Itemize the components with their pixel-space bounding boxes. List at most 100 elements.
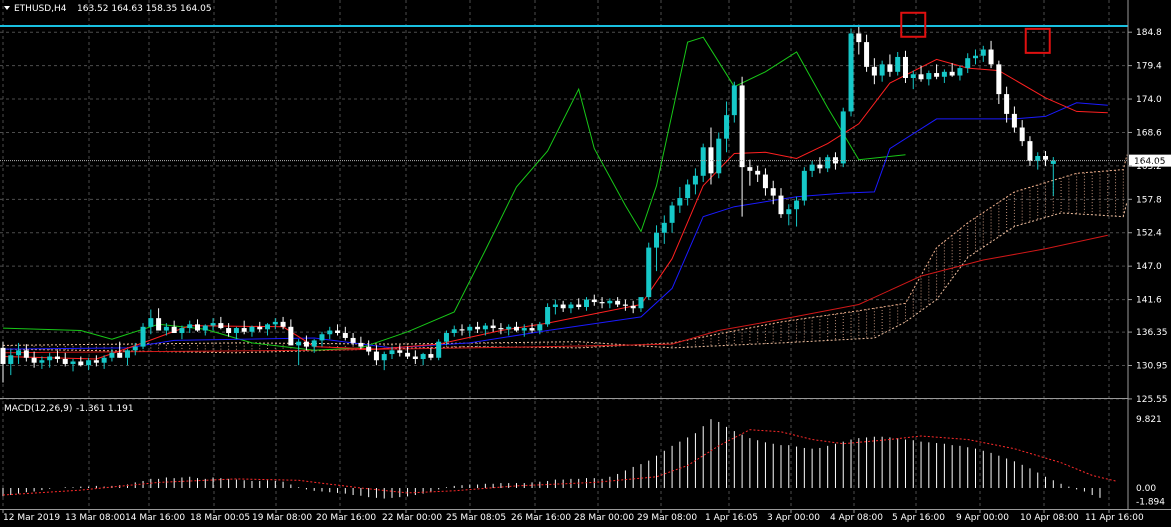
candle-body [576, 304, 582, 308]
candle-body [366, 346, 372, 352]
candle-body [918, 74, 924, 80]
candle-body [124, 350, 130, 358]
y-tick-label: 125.55 [1136, 395, 1168, 405]
candle-body [973, 55, 978, 59]
y-tick-label: 184.8 [1136, 28, 1162, 38]
chikou-span-line [2, 36, 906, 351]
candle-body [513, 326, 519, 331]
y-tick-label: 152.4 [1136, 229, 1162, 239]
x-tick-label: 12 Mar 2019 [3, 513, 60, 523]
candle-body [23, 350, 29, 358]
overlays: 164.05 [0, 11, 1171, 167]
candle-body [397, 350, 403, 353]
x-tick-label: 14 Mar 16:00 [125, 513, 185, 523]
candle-body [949, 71, 955, 76]
candle-body [739, 85, 745, 168]
candle-body [163, 326, 169, 331]
ohlc-values: 163.52 164.63 158.35 164.05 [77, 4, 212, 14]
x-tick-label: 19 Mar 08:00 [252, 513, 312, 523]
candle-body [78, 361, 84, 366]
signal-marker-box [1024, 27, 1051, 54]
candle-body [1011, 113, 1017, 128]
candle-body [459, 329, 465, 331]
candle-body [233, 328, 239, 334]
macd-axis-label: -1.894 [1136, 497, 1165, 507]
x-tick-label: 13 Mar 08:00 [65, 513, 125, 523]
candle-body [887, 64, 893, 72]
x-tick-label: 9 Apr 00:00 [956, 513, 1009, 523]
senkou-span-b-line [2, 201, 1128, 349]
candle-body [101, 357, 107, 363]
candle-body [825, 157, 831, 169]
dropdown-triangle-icon[interactable] [4, 6, 10, 10]
candle-body [638, 297, 644, 309]
candle-body [879, 64, 885, 76]
candle-body [755, 170, 761, 175]
candle-body [1027, 141, 1033, 161]
candle-body [148, 318, 154, 327]
kijun-sen-line [2, 102, 1108, 350]
y-tick-label: 179.4 [1136, 62, 1162, 72]
candle-body [475, 326, 481, 330]
candle-body [195, 324, 200, 331]
candle-body [187, 324, 193, 329]
candle-body [895, 56, 901, 72]
candle-body [218, 323, 224, 329]
candle-body [864, 42, 870, 67]
candle-body [584, 299, 589, 308]
candle-body [1004, 94, 1010, 114]
macd-signal-line [2, 429, 1116, 496]
symbol-title: ETHUSD,H4 [14, 4, 67, 14]
candle-body [871, 66, 877, 76]
candle-body [405, 352, 411, 357]
candle-body [724, 115, 730, 139]
candle-body [482, 325, 488, 330]
y-tick-label: 157.8 [1136, 195, 1162, 205]
candle-body [692, 175, 698, 185]
candle-body [202, 325, 208, 331]
candle-body [8, 355, 14, 364]
y-tick-label: 136.35 [1136, 328, 1168, 338]
candle-body [117, 352, 123, 358]
candle-body [622, 304, 628, 306]
x-tick-label: 18 Mar 00:05 [190, 513, 250, 523]
candle-body [902, 56, 908, 79]
candle-body [801, 170, 807, 201]
candle-body [926, 73, 932, 80]
candle-body [257, 326, 263, 330]
y-tick-label: 168.6 [1136, 128, 1162, 138]
candle-body [957, 68, 963, 76]
candle-body [86, 360, 92, 366]
candle-body [762, 174, 768, 189]
candle-body [226, 328, 232, 334]
candle-body [856, 33, 862, 43]
candle-body [786, 209, 792, 215]
candle-body [965, 58, 971, 69]
candle-body [156, 318, 162, 331]
candle-body [436, 341, 442, 358]
candle-body [607, 300, 613, 304]
candle-body [265, 324, 271, 330]
candle-body [685, 184, 691, 199]
candle-body [1043, 155, 1049, 160]
candle-body [521, 328, 527, 331]
x-tick-label: 1 Apr 16:05 [705, 513, 758, 523]
candle-body [47, 356, 53, 361]
candle-body [443, 333, 449, 342]
candle-body [615, 300, 621, 305]
candle-body [817, 164, 823, 169]
candle-body [451, 329, 457, 334]
candle-body [171, 326, 177, 334]
candle-body [303, 341, 309, 347]
candle-body [132, 346, 138, 351]
candle-body [272, 321, 278, 325]
candle-body [560, 304, 566, 309]
macd-axis-label: 9.821 [1136, 415, 1162, 425]
candle-body [988, 49, 994, 65]
candle-body [1035, 155, 1041, 161]
x-tick-label: 29 Mar 08:00 [637, 513, 697, 523]
macd-values: -1.361 1.191 [76, 404, 134, 414]
candle-body [210, 323, 216, 326]
